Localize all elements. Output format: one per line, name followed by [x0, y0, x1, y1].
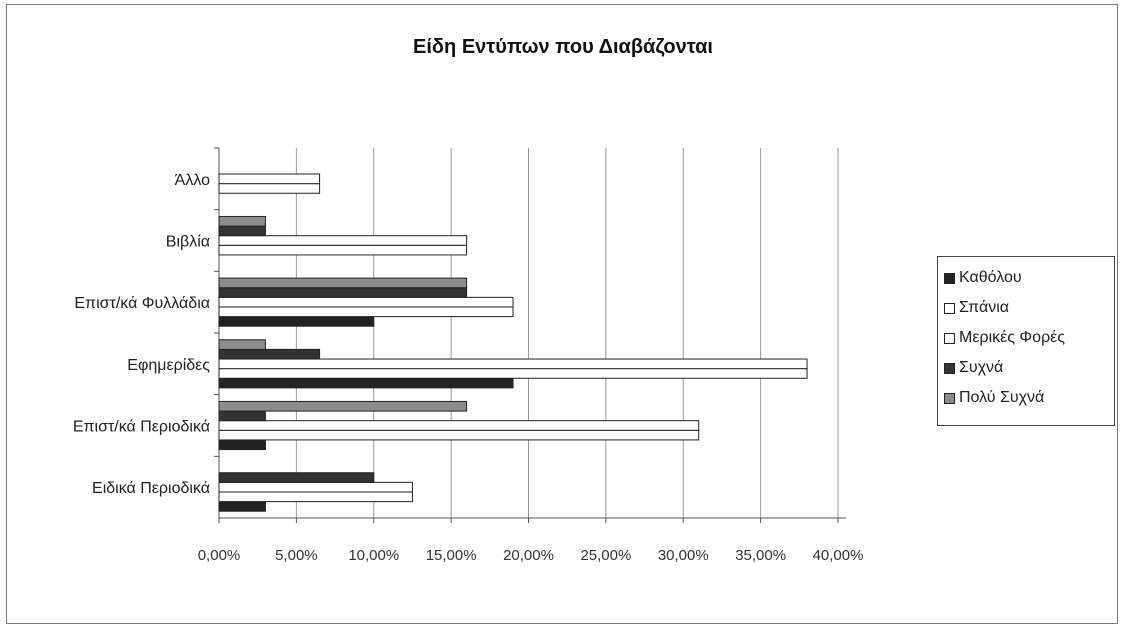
bar: [218, 183, 321, 194]
bar: [218, 420, 700, 431]
x-tick-label: 40,00%: [813, 547, 864, 564]
bar: [218, 339, 266, 350]
bar: [218, 481, 413, 493]
x-tick-label: 0,00%: [198, 547, 241, 564]
bar: [218, 439, 266, 451]
bar: [218, 368, 808, 379]
x-tick-label: 20,00%: [503, 547, 554, 564]
y-category-label: Ειδικά Περιοδικά: [92, 480, 210, 497]
legend-label: Μερικές Φορές: [959, 329, 1066, 346]
bar: [218, 410, 266, 422]
x-tick-label: 15,00%: [426, 547, 477, 564]
bar: [218, 377, 514, 389]
bar: [218, 235, 468, 246]
bar: [218, 277, 468, 289]
legend-label: Συχνά: [959, 359, 1004, 376]
bar: [218, 215, 266, 227]
bar: [218, 358, 808, 370]
legend-item: Σπάνια: [944, 293, 1114, 323]
legend-swatch: [944, 272, 955, 284]
chart-title: Είδη Εντύπων που Διαβάζονται: [413, 36, 713, 58]
bar: [218, 296, 514, 308]
x-tick-label: 10,00%: [348, 547, 399, 564]
bar: [218, 491, 413, 503]
legend-label: Πολύ Συχνά: [959, 389, 1045, 406]
x-tick-label: 30,00%: [658, 547, 709, 564]
bar: [218, 400, 468, 412]
x-tick-label: 25,00%: [580, 547, 631, 564]
legend-swatch: [944, 362, 955, 374]
bar: [218, 429, 700, 441]
legend-label: Σπάνια: [959, 299, 1009, 316]
x-tick-label: 35,00%: [735, 547, 786, 564]
bar: [218, 472, 375, 483]
chart-legend: Καθόλου Σπάνια Μερικές Φορές Συχνά Πολύ Συχν…: [937, 256, 1115, 426]
bar: [218, 287, 468, 298]
bar: [218, 244, 468, 256]
legend-swatch: [944, 302, 955, 314]
y-category-label: Επιστ/κά Φυλλάδια: [74, 295, 210, 312]
legend-swatch: [944, 332, 955, 344]
y-category-label: Άλλο: [175, 172, 210, 189]
legend-item: Καθόλου: [944, 263, 1114, 293]
y-category-label: Εφημερίδες: [127, 357, 210, 374]
bar: [218, 225, 266, 237]
bar: [218, 348, 321, 360]
y-category-label: Επιστ/κά Περιοδικά: [73, 419, 210, 436]
legend-item: Μερικές Φορές: [944, 323, 1114, 353]
bar: [218, 173, 321, 185]
bar: [218, 306, 514, 318]
legend-item: Πολύ Συχνά: [944, 383, 1114, 413]
bar: [218, 501, 266, 512]
legend-item: Συχνά: [944, 353, 1114, 383]
x-tick-label: 5,00%: [275, 547, 318, 564]
y-category-label: Βιβλία: [166, 234, 210, 251]
legend-label: Καθόλου: [959, 269, 1022, 286]
bar: [218, 316, 375, 327]
legend-swatch: [944, 392, 955, 404]
